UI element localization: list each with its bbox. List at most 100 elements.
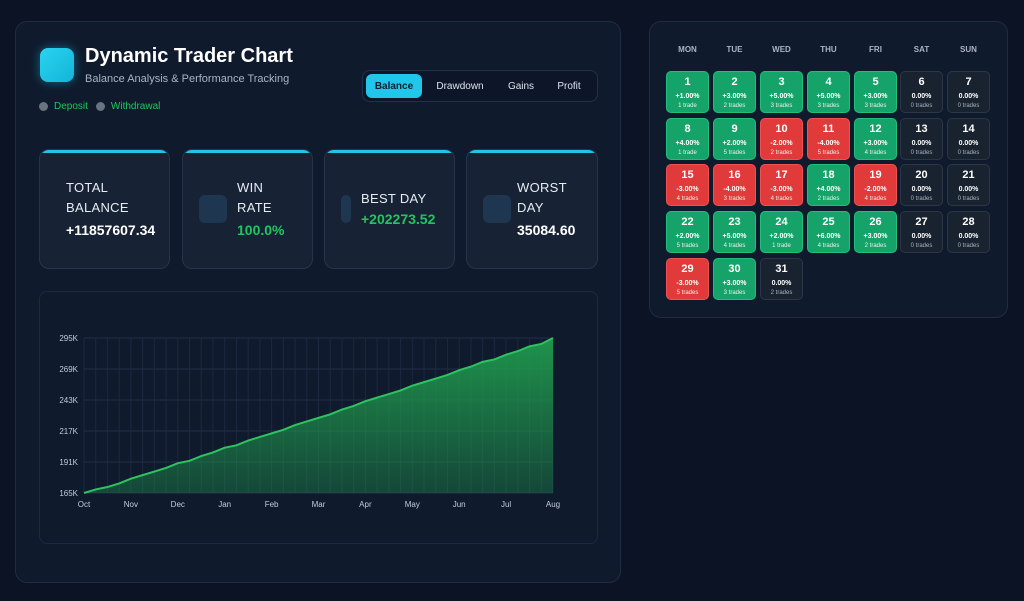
calendar-day-5[interactable]: 5 +3.00% 3 trades	[854, 71, 897, 113]
day-percent: 0.00%	[958, 186, 979, 193]
calendar-day-21[interactable]: 21 0.00% 0 trades	[947, 164, 990, 206]
calendar-day-7[interactable]: 7 0.00% 0 trades	[947, 71, 990, 113]
weekday-fri: FRI	[869, 45, 882, 54]
calendar-day-14[interactable]: 14 0.00% 0 trades	[947, 118, 990, 160]
calendar-day-23[interactable]: 23 +5.00% 4 trades	[713, 211, 756, 253]
calendar-day-22[interactable]: 22 +2.00% 5 trades	[666, 211, 709, 253]
day-percent: -3.00%	[676, 280, 699, 287]
day-number: 7	[965, 76, 972, 88]
day-percent: +3.00%	[863, 140, 888, 147]
worst-day-value: 35084.60	[517, 222, 576, 238]
day-percent: 0.00%	[958, 140, 979, 147]
x-tick-label: Nov	[124, 500, 138, 509]
day-trades: 0 trades	[910, 150, 933, 156]
x-tick-label: Feb	[265, 500, 279, 509]
weekday-thu: THU	[820, 45, 837, 54]
calendar-day-3[interactable]: 3 +5.00% 3 trades	[760, 71, 803, 113]
day-number: 13	[915, 123, 928, 135]
tab-profit[interactable]: Profit	[557, 80, 581, 92]
day-percent: +3.00%	[722, 280, 747, 287]
day-number: 17	[775, 169, 788, 181]
day-trades: 4 trades	[723, 243, 746, 249]
balance-chart-svg: 165K 191K 217K 243K 269K 295K Oct Nov Dec Jan Feb M…	[59, 334, 560, 509]
calendar-day-8[interactable]: 8 +4.00% 1 trade	[666, 118, 709, 160]
calendar-day-9[interactable]: 9 +2.00% 5 trades	[713, 118, 756, 160]
calendar-day-26[interactable]: 26 +3.00% 2 trades	[854, 211, 897, 253]
best-day-card: BEST DAY +202273.52	[324, 149, 455, 269]
day-number: 6	[918, 76, 925, 88]
best-day-icon	[341, 195, 351, 223]
weekday-sun: SUN	[960, 45, 977, 54]
tab-balance[interactable]: Balance	[366, 74, 422, 98]
calendar-day-31[interactable]: 31 0.00% 2 trades	[760, 258, 803, 300]
balance-line	[83, 337, 554, 494]
day-number: 22	[681, 216, 694, 228]
tab-gains[interactable]: Gains	[507, 80, 535, 92]
calendar-day-18[interactable]: 18 +4.00% 2 trades	[807, 164, 850, 206]
x-tick-label: Jan	[218, 500, 231, 509]
day-percent: +2.00%	[769, 233, 794, 240]
calendar-day-10[interactable]: 10 -2.00% 2 trades	[760, 118, 803, 160]
day-number: 26	[869, 216, 882, 228]
day-trades: 4 trades	[864, 196, 887, 202]
calendar-day-1[interactable]: 1 +1.00% 1 trade	[666, 71, 709, 113]
calendar-day-17[interactable]: 17 -3.00% 4 trades	[760, 164, 803, 206]
day-trades: 2 trades	[817, 196, 840, 202]
legend-deposit[interactable]: Deposit	[54, 101, 88, 112]
day-number: 19	[869, 169, 882, 181]
day-percent: +2.00%	[675, 233, 700, 240]
worst-day-card: WORST DAY 35084.60	[466, 149, 598, 269]
legend-withdrawal[interactable]: Withdrawal	[110, 101, 161, 112]
win-rate-icon	[199, 195, 227, 223]
day-number: 3	[778, 76, 785, 88]
day-number: 2	[731, 76, 738, 88]
calendar-day-13[interactable]: 13 0.00% 0 trades	[900, 118, 943, 160]
day-trades: 3 trades	[770, 103, 793, 109]
weekday-wed: WED	[772, 45, 791, 54]
day-percent: -2.00%	[770, 140, 793, 147]
calendar-day-29[interactable]: 29 -3.00% 5 trades	[666, 258, 709, 300]
app-logo-icon	[40, 48, 74, 82]
day-trades: 2 trades	[864, 243, 887, 249]
view-tabs: Balance Drawdown Gains Profit	[362, 70, 598, 102]
day-trades: 3 trades	[723, 290, 746, 296]
page-subtitle: Balance Analysis & Performance Tracking	[85, 73, 290, 85]
calendar-day-15[interactable]: 15 -3.00% 4 trades	[666, 164, 709, 206]
calendar-day-19[interactable]: 19 -2.00% 4 trades	[854, 164, 897, 206]
day-percent: 0.00%	[911, 140, 932, 147]
calendar-day-16[interactable]: 16 -4.00% 3 trades	[713, 164, 756, 206]
calendar-day-30[interactable]: 30 +3.00% 3 trades	[713, 258, 756, 300]
day-percent: +3.00%	[863, 233, 888, 240]
day-percent: -3.00%	[676, 186, 699, 193]
calendar-day-28[interactable]: 28 0.00% 0 trades	[947, 211, 990, 253]
day-percent: +1.00%	[675, 93, 700, 100]
weekday-sat: SAT	[913, 45, 930, 54]
calendar-day-27[interactable]: 27 0.00% 0 trades	[900, 211, 943, 253]
day-number: 20	[915, 169, 928, 181]
day-number: 28	[962, 216, 975, 228]
win-rate-value: 100.0%	[237, 222, 285, 238]
calendar-day-6[interactable]: 6 0.00% 0 trades	[900, 71, 943, 113]
y-tick-label: 191K	[59, 458, 78, 467]
day-number: 16	[728, 169, 741, 181]
calendar-day-20[interactable]: 20 0.00% 0 trades	[900, 164, 943, 206]
worst-day-label: WORST DAY	[517, 180, 567, 215]
win-rate-label: WIN RATE	[237, 180, 272, 215]
best-day-label: BEST DAY	[361, 191, 427, 206]
day-number: 11	[822, 123, 835, 135]
tab-drawdown[interactable]: Drawdown	[436, 80, 484, 92]
day-number: 30	[728, 263, 741, 275]
calendar-day-24[interactable]: 24 +2.00% 1 trade	[760, 211, 803, 253]
calendar-day-12[interactable]: 12 +3.00% 4 trades	[854, 118, 897, 160]
calendar-day-11[interactable]: 11 -4.00% 5 trades	[807, 118, 850, 160]
day-number: 29	[681, 263, 694, 275]
x-tick-label: Dec	[171, 500, 185, 509]
calendar-day-25[interactable]: 25 +6.00% 4 trades	[807, 211, 850, 253]
day-percent: -2.00%	[864, 186, 887, 193]
balance-chart: 165K 191K 217K 243K 269K 295K Oct Nov Dec Jan Feb M…	[39, 291, 598, 544]
calendar-day-4[interactable]: 4 +5.00% 3 trades	[807, 71, 850, 113]
calendar-day-2[interactable]: 2 +3.00% 2 trades	[713, 71, 756, 113]
day-percent: 0.00%	[958, 93, 979, 100]
day-trades: 1 trade	[678, 103, 697, 109]
day-trades: 0 trades	[910, 243, 933, 249]
